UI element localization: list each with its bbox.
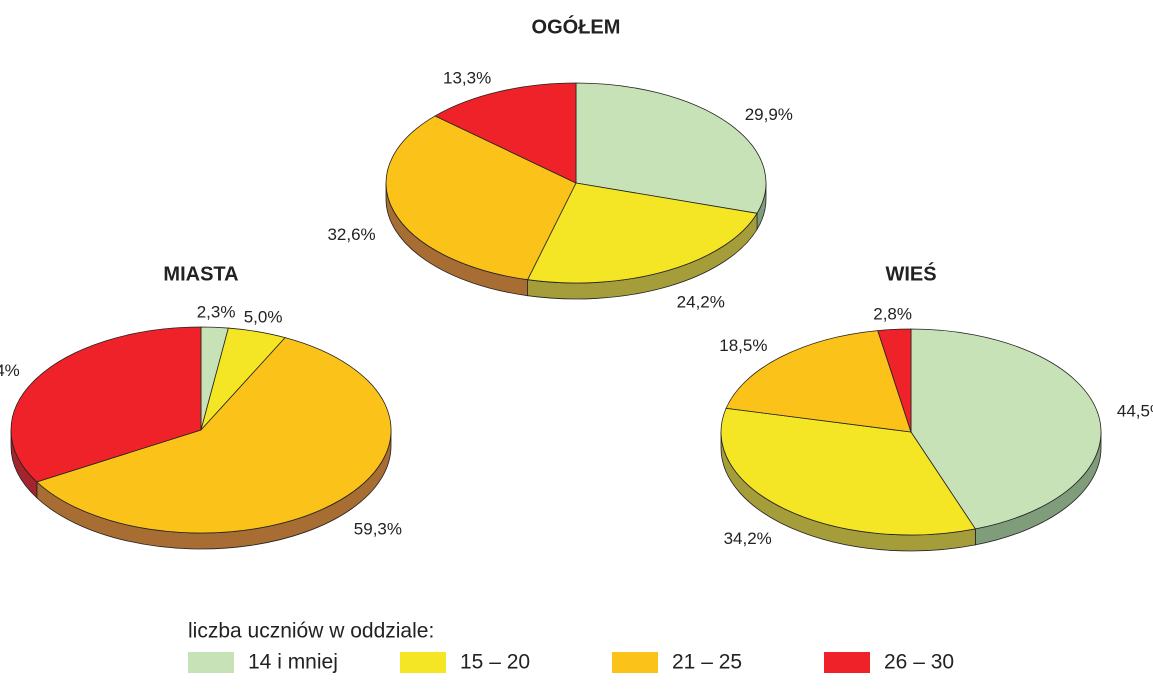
value-label: 13,3% — [443, 68, 491, 87]
value-label: 24,2% — [677, 292, 725, 311]
legend-label: 26 – 30 — [884, 651, 954, 674]
value-label: 2,8% — [873, 305, 912, 324]
value-label: 18,5% — [719, 336, 767, 355]
chart-title: WIEŚ — [885, 261, 936, 285]
slice — [10, 326, 202, 483]
legend-swatch — [612, 652, 658, 673]
slice — [434, 82, 577, 184]
slice — [36, 337, 392, 534]
slice — [877, 328, 912, 433]
legend-label: 14 i mniej — [248, 651, 338, 674]
slice — [575, 82, 767, 214]
legend-label: 21 – 25 — [672, 651, 742, 674]
slice — [526, 182, 758, 284]
chart-title: OGÓŁEM — [532, 14, 621, 38]
slice — [725, 330, 912, 433]
value-label: 34,2% — [724, 529, 772, 548]
legend-label: 15 – 20 — [460, 651, 530, 674]
legend-swatch — [188, 652, 234, 673]
value-label: 29,9% — [745, 105, 793, 124]
legend-swatch — [824, 652, 870, 673]
value-label: 2,3% — [197, 302, 236, 321]
value-label: 32,6% — [327, 225, 375, 244]
value-label: 5,0% — [244, 307, 283, 326]
legend-title: liczba uczniów w oddziale: — [188, 620, 434, 643]
slice — [720, 407, 977, 536]
slice — [910, 328, 1102, 530]
value-label: 44,5% — [1117, 401, 1153, 420]
legend-swatch — [400, 652, 446, 673]
value-label: 33,4% — [0, 361, 20, 380]
chart-title: MIASTA — [163, 263, 238, 285]
value-label: 59,3% — [354, 520, 402, 539]
slice — [385, 115, 577, 281]
